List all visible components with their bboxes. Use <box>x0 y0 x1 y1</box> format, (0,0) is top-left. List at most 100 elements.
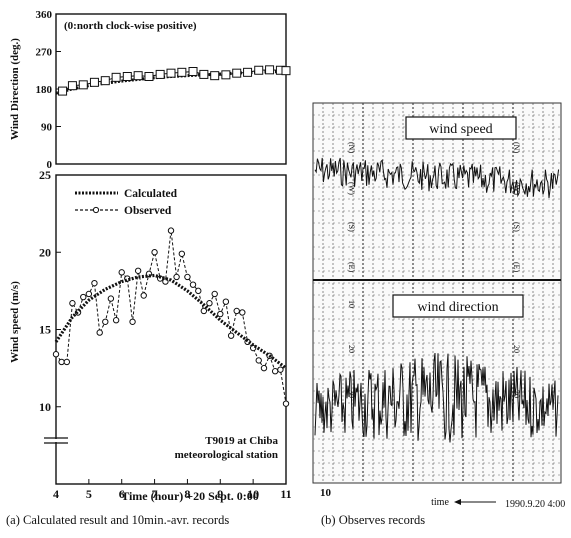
legend-observed-label: Observed <box>124 205 172 217</box>
speed-observed-point <box>167 227 175 234</box>
strip-direction-tick: (N) <box>512 142 521 153</box>
strip-scale-mark: 20 <box>512 345 521 353</box>
direction-observed-point <box>254 65 264 75</box>
speed-y-tick-label: 25 <box>39 168 51 182</box>
direction-y-tick-label: 360 <box>36 9 53 21</box>
direction-note: (0:north clock-wise positive) <box>64 20 197 32</box>
speed-observed-point <box>200 307 208 315</box>
wind-speed-label-box <box>405 116 517 140</box>
direction-observed-point <box>265 65 275 75</box>
direction-observed-point <box>78 80 88 90</box>
speed-y-tick-label: 15 <box>39 323 51 337</box>
speed-observed-point <box>85 290 93 298</box>
observed-records-panel: (N) (W) (S) (E) (N) (W) (S) (E) 10 10 20 20 30 30 win… <box>312 102 565 510</box>
speed-x-tick-label: 10 <box>247 487 259 501</box>
speed-observed-point <box>217 310 224 318</box>
direction-series <box>55 65 291 96</box>
speed-observed-point <box>271 368 279 375</box>
speed-x-tick-label: 7 <box>152 487 158 501</box>
direction-y-ticks: 0 90 180 270 360 <box>36 9 61 171</box>
direction-observed-point <box>111 72 121 82</box>
speed-x-tick-label: 5 <box>86 487 92 501</box>
direction-y-tick-label: 180 <box>36 84 53 96</box>
direction-y-tick-label: 90 <box>41 122 53 134</box>
strip-left-tick: 10 <box>320 487 332 499</box>
direction-y-tick-label: 0 <box>47 159 53 171</box>
speed-calculated-line <box>54 273 287 370</box>
strip-scale-mark: 30 <box>512 390 521 398</box>
direction-y-tick-label: 270 <box>36 47 53 59</box>
speed-y-tick-label: 20 <box>39 245 51 259</box>
strip-time-label: time <box>431 497 449 508</box>
direction-observed-point <box>177 67 187 77</box>
speed-observed-point <box>277 366 284 373</box>
strip-direction-tick: (E) <box>347 262 356 273</box>
direction-observed-point <box>232 68 242 78</box>
axis-break-mark <box>44 437 68 444</box>
direction-observed-point <box>155 69 165 79</box>
speed-observed-point <box>134 267 142 274</box>
speed-observed-point <box>107 295 115 302</box>
speed-observed-point <box>80 293 87 301</box>
direction-observed-point <box>188 67 198 76</box>
wind-speed-chart: Wind speed (m/s) 10 15 20 25 4 5 6 7 8 9 10 11 Tim… <box>9 168 292 503</box>
direction-y-label: Wind Direction (deg.) <box>9 38 21 140</box>
speed-x-ticks: 4 5 6 7 8 9 10 11 <box>53 479 292 501</box>
direction-observed-point <box>210 71 220 81</box>
speed-observed-line <box>55 230 287 404</box>
strip-chart-traces <box>314 157 560 443</box>
speed-x-tick-label: 4 <box>53 487 59 501</box>
strip-direction-tick: (W) <box>347 182 356 195</box>
legend-calculated-label: Calculated <box>124 188 178 200</box>
station-annotation-line2: meteorological station <box>175 449 278 461</box>
caption-b: (b) Observes records <box>321 513 425 527</box>
direction-observed-point <box>100 76 110 86</box>
speed-y-ticks: 10 15 20 25 <box>39 168 61 414</box>
speed-observed-point <box>63 358 71 366</box>
speed-observed-point <box>69 300 76 307</box>
direction-observed-point <box>166 68 176 78</box>
speed-observed-point <box>255 357 262 364</box>
strip-scale-mark: 20 <box>347 345 356 353</box>
time-arrow-head <box>454 499 461 505</box>
speed-observed-point <box>206 300 213 307</box>
speed-observed-point <box>52 351 60 358</box>
speed-observed-point <box>129 318 136 325</box>
strip-direction-tick: (W) <box>512 182 521 195</box>
direction-observed-point <box>199 69 209 79</box>
speed-x-tick-label: 9 <box>217 487 223 501</box>
direction-observed-point <box>281 66 291 76</box>
caption-a: (a) Calculated result and 10min.-avr. re… <box>6 513 229 527</box>
wind-speed-label: wind speed <box>429 122 492 137</box>
speed-observed-point <box>58 358 65 366</box>
speed-observed-point <box>189 281 197 288</box>
speed-x-label: Time (hour) +20 Sept. 0:00 <box>121 489 259 503</box>
strip-direction-tick: (N) <box>347 142 356 153</box>
speed-observed-point <box>211 290 218 298</box>
strip-scale-mark: 30 <box>347 390 356 398</box>
speed-legend: Calculated Observed <box>75 188 178 217</box>
speed-y-label: Wind speed (m/s) <box>9 281 21 363</box>
speed-x-tick-label: 6 <box>119 487 125 501</box>
speed-observed-point <box>91 279 98 287</box>
wind-speed-trace <box>314 157 560 199</box>
speed-x-tick-label: 8 <box>184 487 190 501</box>
speed-observed-point <box>140 292 147 299</box>
speed-observed-point <box>102 318 109 325</box>
strip-direction-tick: (S) <box>512 222 521 232</box>
speed-observed-point <box>151 249 158 256</box>
speed-observed-point <box>260 364 268 372</box>
direction-observed-point <box>89 77 99 87</box>
speed-observed-point <box>173 273 180 281</box>
speed-observed-point <box>178 250 186 257</box>
direction-plot-frame <box>55 13 287 165</box>
speed-series <box>52 227 290 407</box>
strip-direction-tick: (S) <box>347 222 356 232</box>
speed-y-tick-label: 10 <box>39 400 51 414</box>
strip-scale-mark: 10 <box>347 300 356 308</box>
strip-chart-grid <box>313 103 561 483</box>
speed-observed-point <box>96 329 103 336</box>
direction-observed-point <box>144 72 154 81</box>
speed-observed-point <box>239 309 246 316</box>
